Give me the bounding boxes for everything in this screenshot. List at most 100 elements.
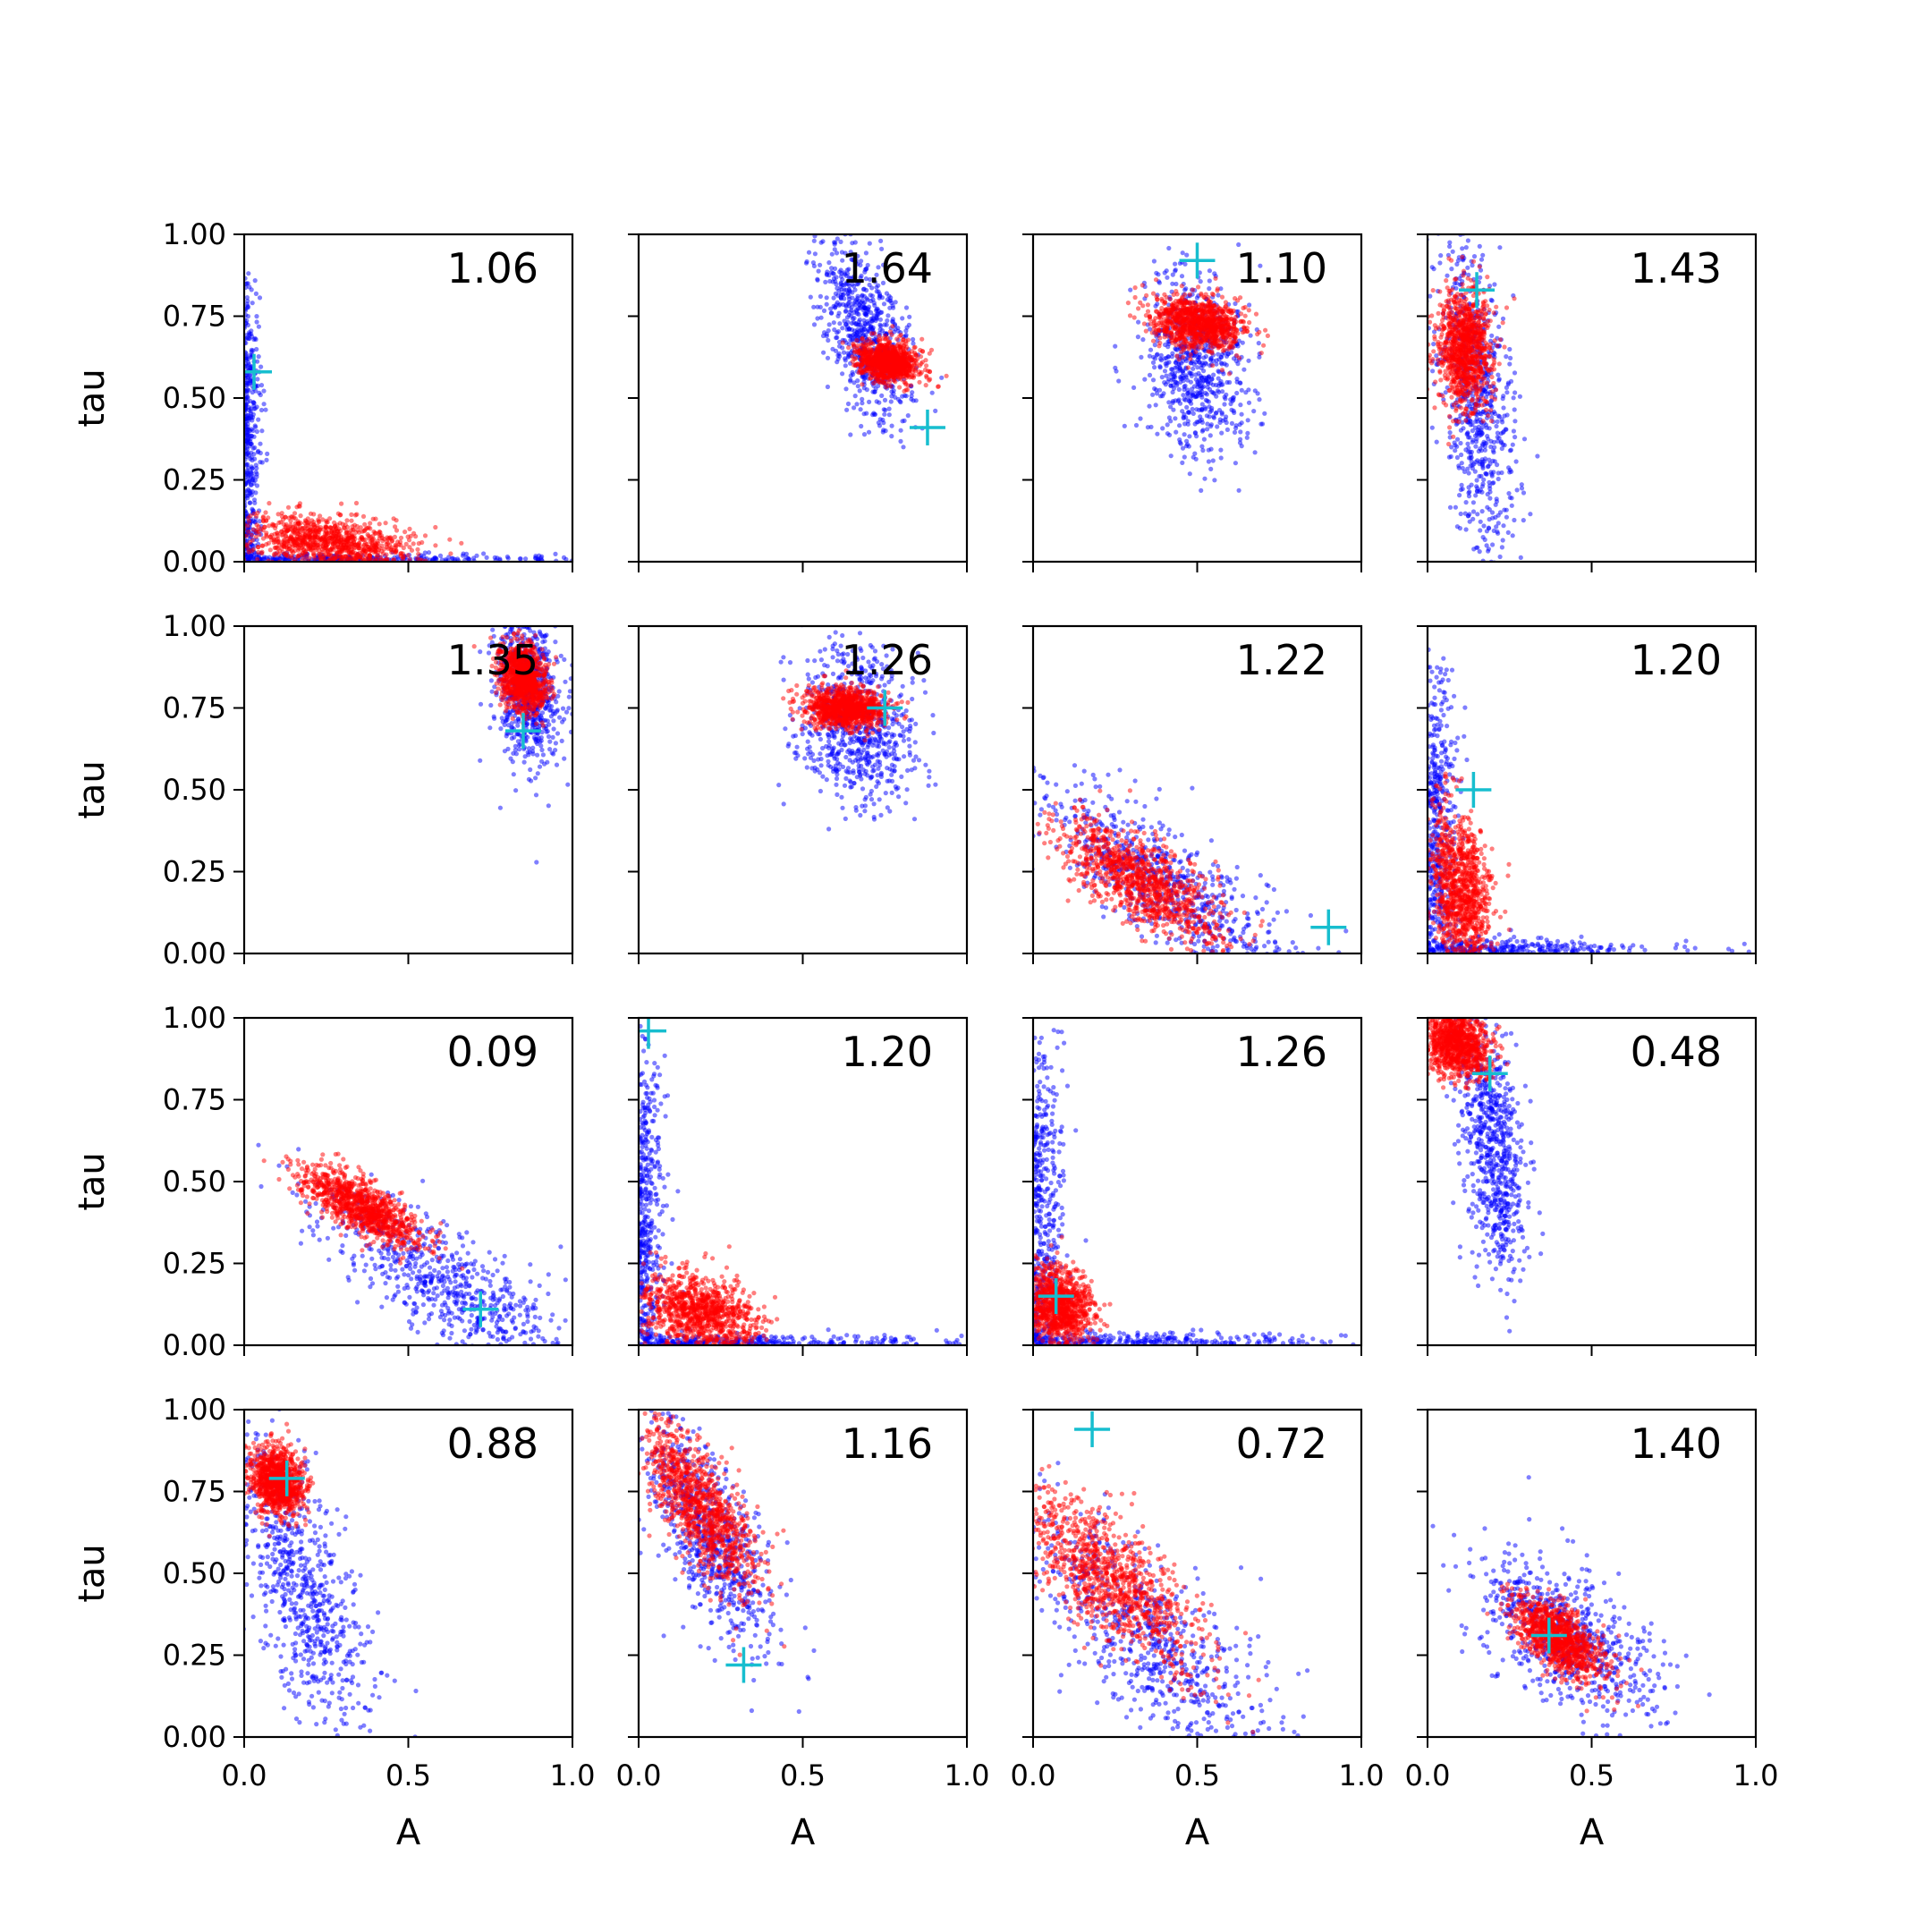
data-point [1177,423,1182,428]
data-point [355,528,360,533]
data-point [854,402,860,407]
data-point [254,319,259,325]
data-point [848,275,853,281]
data-point [903,338,909,343]
data-point [1226,346,1232,352]
data-point [837,321,843,326]
data-point [295,519,301,524]
data-point [907,371,912,377]
data-point [835,292,841,298]
data-point [1189,311,1194,317]
data-point [1178,441,1183,446]
data-point [1239,420,1244,426]
data-point [1181,375,1186,380]
data-point [1245,328,1250,335]
data-point [403,541,409,547]
data-point [842,270,847,275]
data-point [1257,329,1262,335]
data-point [244,333,249,338]
data-point [249,433,255,439]
data-point [1216,376,1221,381]
data-point [818,262,823,267]
data-point [927,369,932,374]
data-point [1166,377,1172,382]
data-point [402,530,408,535]
data-point [840,258,845,263]
data-point [911,345,917,351]
data-point [1207,286,1212,292]
data-point [1246,400,1252,405]
data-point [827,278,833,284]
data-point [342,525,347,531]
data-point [1201,436,1207,442]
data-point [1165,431,1170,436]
data-point [874,284,879,290]
data-point [1152,343,1157,348]
data-point [401,545,406,551]
data-point [848,337,853,343]
data-point [1239,387,1244,393]
data-point [896,361,902,367]
data-point [1191,300,1196,305]
data-point [305,522,310,528]
data-point [851,343,857,348]
data-point [362,521,368,527]
data-point [882,397,888,402]
y-tick-label: 0.50 [163,381,226,415]
data-point [239,536,243,540]
data-point [269,537,275,543]
data-point [857,388,862,394]
data-point [1233,301,1238,307]
data-point [263,407,268,412]
data-point [1192,451,1198,456]
data-point [1173,324,1178,329]
data-point [244,430,249,436]
data-point [561,555,567,561]
data-point [326,564,331,569]
data-point [900,316,905,321]
data-point [433,524,438,530]
data-point [1184,252,1190,258]
data-point [924,373,929,378]
data-point [311,512,317,517]
data-point [1206,459,1211,464]
data-point [1177,401,1183,406]
data-point [834,250,840,256]
data-point [248,539,253,545]
data-point [1140,283,1145,288]
data-point [1190,344,1195,350]
data-point [391,564,395,569]
data-point [1155,297,1160,302]
data-point [248,456,253,462]
data-point [272,553,277,558]
data-point [285,526,291,531]
data-point [255,556,260,562]
data-point [467,557,472,562]
data-point [373,563,377,567]
data-point [1208,408,1215,413]
data-point [364,541,369,547]
data-point [833,348,839,353]
data-point [1182,397,1188,402]
data-point [259,428,265,434]
data-point [388,535,394,540]
data-point [889,434,894,439]
data-point [1173,379,1178,385]
data-point [256,549,261,555]
data-point [250,415,256,420]
data-point [392,534,397,540]
data-point [248,377,254,384]
data-point [1239,411,1244,417]
data-point [250,547,256,552]
data-point [869,318,875,324]
data-point [1151,258,1157,264]
data-point [889,389,894,394]
data-point [863,250,869,256]
data-point [244,462,249,467]
data-point [1225,321,1231,326]
data-point [1174,343,1179,348]
data-point [1151,319,1157,325]
data-point [1188,356,1193,361]
y-axis-label: tau [72,369,113,428]
data-point [1162,335,1167,340]
